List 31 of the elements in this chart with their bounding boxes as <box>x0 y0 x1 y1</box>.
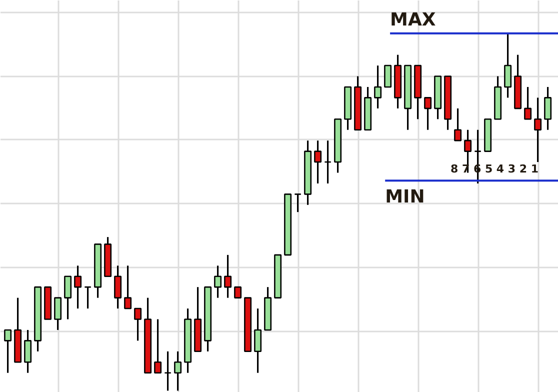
candlestick <box>254 308 262 374</box>
candlestick <box>214 264 222 299</box>
candlestick <box>324 140 332 184</box>
candlestick <box>114 264 122 310</box>
candlestick <box>124 264 132 310</box>
candlestick <box>74 264 82 310</box>
candlestick <box>174 350 182 392</box>
candlestick <box>314 140 322 184</box>
candlestick <box>544 86 552 131</box>
candlestick <box>424 96 432 131</box>
candlestick <box>24 329 32 374</box>
candlestick <box>464 129 472 174</box>
candlestick <box>154 318 162 374</box>
candlestick <box>164 350 172 392</box>
ref-line-label: MAX <box>390 9 436 30</box>
candlestick <box>294 193 302 213</box>
candlestick <box>64 276 72 320</box>
candlestick <box>384 64 392 88</box>
candlestick <box>54 297 62 331</box>
candlestick <box>374 64 382 110</box>
candlestick <box>454 108 462 142</box>
candlestick <box>234 286 242 298</box>
candlestick <box>84 286 92 310</box>
candlestick <box>474 129 482 184</box>
candlestick <box>134 308 142 342</box>
candlestick <box>524 86 532 120</box>
candlestick <box>224 254 232 299</box>
candlestick <box>534 96 542 163</box>
candlestick <box>4 329 12 374</box>
candlestick <box>504 32 512 98</box>
ref-line-label: MIN <box>385 186 425 208</box>
